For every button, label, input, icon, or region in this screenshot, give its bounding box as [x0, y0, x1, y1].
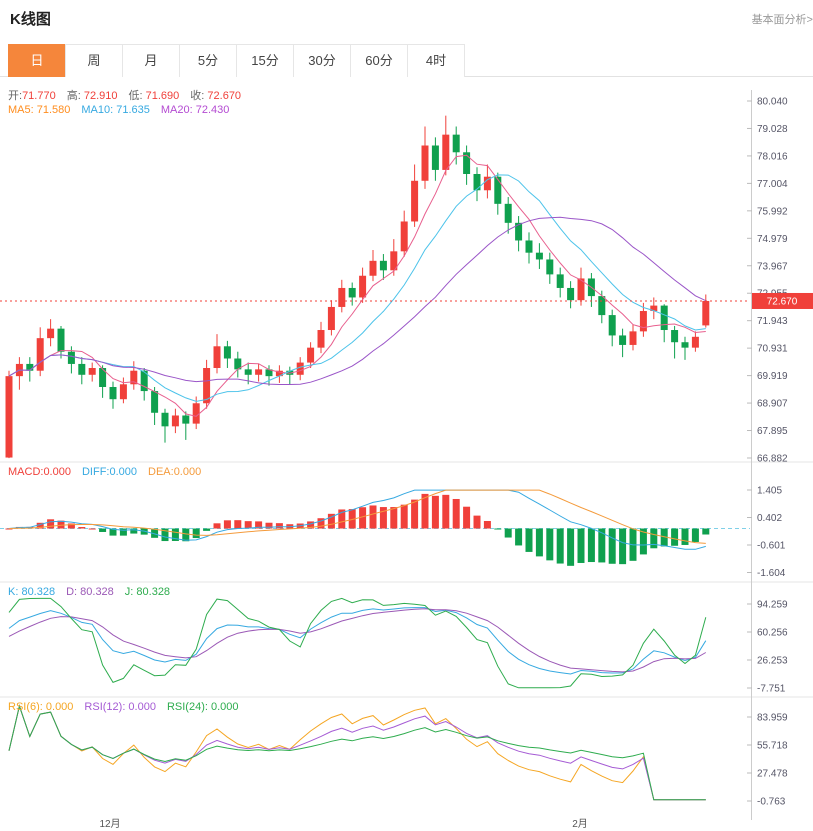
ma-lines	[8, 154, 707, 417]
main-ohlc-legend: 开:71.770 高: 72.910 低: 71.690 收: 72.670	[8, 87, 252, 103]
svg-text:-1.604: -1.604	[757, 568, 786, 579]
rsi-legend: RSI(6): 0.000 RSI(12): 0.000 RSI(24): 0.00…	[8, 701, 250, 713]
legend-item: J: 80.328	[124, 586, 171, 598]
kdj-panel	[8, 597, 707, 689]
svg-text:80.040: 80.040	[757, 97, 788, 108]
svg-text:71.943: 71.943	[757, 316, 788, 327]
svg-text:68.907: 68.907	[757, 399, 788, 410]
legend-item: RSI(12): 0.000	[84, 701, 156, 713]
svg-text:75.992: 75.992	[757, 206, 788, 217]
ohlc-legend-item: 收: 72.670	[190, 90, 242, 102]
kdj-legend: K: 80.328 D: 80.328 J: 80.328	[8, 586, 181, 598]
ohlc-legend-item: 高: 72.910	[66, 90, 118, 102]
macd-legend: MACD:0.000 DIFF:0.000 DEA:0.000	[8, 466, 212, 478]
legend-item: MA10: 71.635	[81, 104, 150, 116]
interval-tab-1[interactable]: 周	[65, 44, 123, 77]
svg-text:67.895: 67.895	[757, 426, 788, 437]
interval-tab-7[interactable]: 4时	[407, 44, 465, 77]
x-axis-label: 12月	[99, 818, 120, 830]
svg-text:26.253: 26.253	[757, 656, 788, 667]
candlestick-series	[5, 115, 710, 459]
svg-text:-0.601: -0.601	[757, 541, 786, 552]
legend-item: DEA:0.000	[148, 466, 202, 478]
svg-text:69.919: 69.919	[757, 371, 788, 382]
x-axis-label: 2月	[572, 818, 588, 830]
legend-item: DIFF:0.000	[81, 466, 138, 478]
rsi-panel	[8, 704, 706, 801]
interval-tab-4[interactable]: 15分	[236, 44, 294, 77]
macd-panel	[5, 489, 710, 566]
ohlc-legend-item: 开:71.770	[8, 90, 56, 102]
svg-text:72.670: 72.670	[767, 296, 798, 307]
svg-text:70.931: 70.931	[757, 344, 788, 355]
svg-text:77.004: 77.004	[757, 179, 788, 190]
svg-text:74.979: 74.979	[757, 234, 788, 245]
interval-tab-6[interactable]: 60分	[350, 44, 408, 77]
main-ma-legend: MA5: 71.580 MA10: 71.635 MA20: 72.430	[8, 104, 240, 116]
interval-tabbar: 日周月 5分 15分 30分 60分 4时	[0, 44, 813, 77]
interval-tab-0[interactable]: 日	[8, 44, 66, 77]
interval-tab-5[interactable]: 30分	[293, 44, 351, 77]
legend-item: MA20: 72.430	[160, 104, 230, 116]
svg-text:-0.763: -0.763	[757, 797, 786, 808]
svg-text:66.882: 66.882	[757, 453, 788, 464]
svg-text:79.028: 79.028	[757, 124, 788, 135]
legend-item: RSI(24): 0.000	[166, 701, 239, 713]
interval-tab-2[interactable]: 月	[122, 44, 180, 77]
svg-text:1.405: 1.405	[757, 486, 782, 497]
svg-text:83.959: 83.959	[757, 713, 788, 724]
chart-canvas[interactable]: 80.040 79.028 78.016 77.004 75.992 74.979 73.9…	[0, 78, 813, 831]
fundamental-analysis-link[interactable]: 基本面分析>	[751, 14, 813, 26]
ohlc-legend-item: 低: 71.690	[128, 90, 180, 102]
svg-text:78.016: 78.016	[757, 151, 788, 162]
legend-item: MACD:0.000	[8, 466, 71, 478]
legend-item: D: 80.328	[66, 586, 114, 598]
svg-text:27.478: 27.478	[757, 769, 788, 780]
svg-text:55.718: 55.718	[757, 741, 788, 752]
svg-text:60.256: 60.256	[757, 628, 788, 639]
page-title: K线图	[10, 11, 51, 28]
legend-item: RSI(6): 0.000	[8, 701, 74, 713]
svg-text:0.402: 0.402	[757, 513, 782, 524]
legend-item: MA5: 71.580	[8, 104, 71, 116]
legend-item: K: 80.328	[8, 586, 56, 598]
axes: 80.040 79.028 78.016 77.004 75.992 74.979 73.9…	[0, 90, 813, 830]
svg-text:94.259: 94.259	[757, 600, 788, 611]
current-price-badge: 72.670	[752, 292, 813, 309]
svg-text:73.967: 73.967	[757, 261, 788, 272]
svg-text:-7.751: -7.751	[757, 684, 786, 695]
interval-tab-3[interactable]: 5分	[179, 44, 237, 77]
chart-area: 80.040 79.028 78.016 77.004 75.992 74.979 73.9…	[0, 78, 813, 831]
